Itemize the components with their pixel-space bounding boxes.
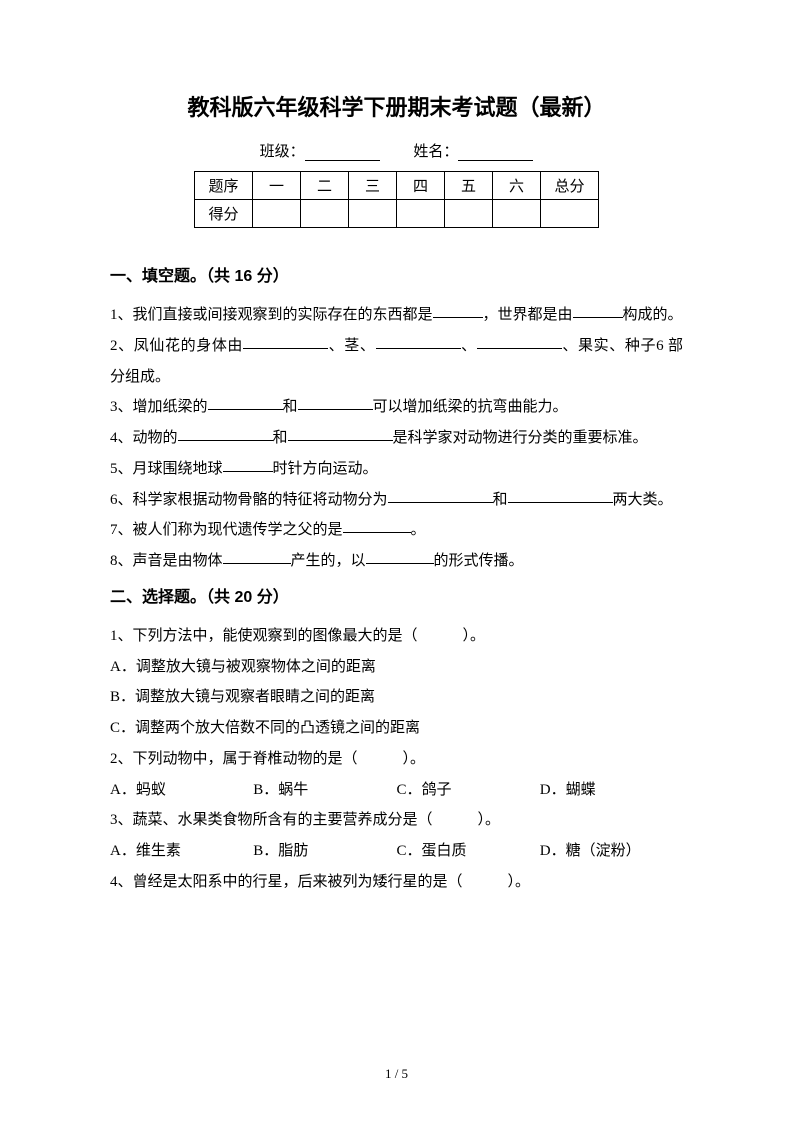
q-text: 6、科学家根据动物骨骼的特征将动物分为 — [110, 492, 388, 508]
q-text: 两大 — [613, 492, 643, 508]
q-text: 是科学家对动物进行分类的重要 — [393, 430, 603, 446]
fill-q2: 2、凤仙花的身体由、茎、、、果实、种子6 部分组成。 — [110, 331, 683, 393]
option-b: B．脂肪 — [253, 836, 396, 867]
q-text: 构成的。 — [623, 307, 683, 323]
section-2-heading: 二、选择题。（共 20 分） — [110, 583, 683, 607]
score-header-cell: 二 — [301, 172, 349, 200]
score-header-cell: 六 — [493, 172, 541, 200]
fill-blank[interactable] — [573, 303, 623, 318]
fill-blank[interactable] — [288, 426, 393, 441]
fill-q1: 1、我们直接或间接观察到的实际存在的东西都是 ，世界都是由 构成的。 — [110, 300, 683, 331]
q-text: 时针方向运动。 — [273, 461, 378, 477]
fill-q7: 7、被人们称为现代遗传学之父的是 。 — [110, 515, 683, 546]
score-header-cell: 三 — [349, 172, 397, 200]
q-text: 7、被人们称为现代遗传学之父的是 — [110, 522, 343, 538]
q-text: 类。 — [643, 492, 673, 508]
fill-blank[interactable] — [223, 457, 273, 472]
score-cell[interactable] — [301, 200, 349, 228]
name-blank[interactable] — [458, 145, 533, 161]
fill-q3: 3、增加纸梁的 和 可以增加纸梁的抗弯曲能力。 — [110, 392, 683, 423]
fill-q4: 4、动物的 和 是科学家对动物进行分类的重要标准。 — [110, 423, 683, 454]
option-c: C．鸽子 — [397, 775, 540, 806]
q-text: 和 — [283, 399, 298, 415]
fill-blank[interactable] — [508, 488, 613, 503]
fill-blank[interactable] — [376, 334, 461, 349]
page-title: 教科版六年级科学下册期末考试题（最新） — [110, 90, 683, 122]
choice-q3-options: A．维生素 B．脂肪 C．蛋白质 D．糖（淀粉） — [110, 836, 683, 867]
q-text: 标准。 — [603, 430, 648, 446]
option-a: A．维生素 — [110, 836, 253, 867]
q-text: 、果实、种子 — [562, 338, 656, 354]
class-blank[interactable] — [305, 145, 380, 161]
table-row: 得分 — [195, 200, 599, 228]
class-label: 班级： — [260, 144, 305, 160]
fill-blank[interactable] — [366, 549, 434, 564]
score-header-cell: 五 — [445, 172, 493, 200]
q-text: 和 — [273, 430, 288, 446]
fill-blank[interactable] — [477, 334, 562, 349]
q-text: 3、增加纸梁的 — [110, 399, 208, 415]
fill-blank[interactable] — [298, 395, 373, 410]
q-text: 1、我们直接或间接观察到的实际存在的东西都是 — [110, 307, 433, 323]
q-text: 4、动物的 — [110, 430, 178, 446]
option-c: C．蛋白质 — [397, 836, 540, 867]
fill-q5: 5、月球围绕地球 时针方向运动。 — [110, 454, 683, 485]
q-text: 。 — [411, 522, 426, 538]
score-header-cell: 题序 — [195, 172, 253, 200]
q-text: 2、凤仙花的身体由 — [110, 338, 243, 354]
score-cell[interactable] — [397, 200, 445, 228]
option-a: A．蚂蚁 — [110, 775, 253, 806]
score-header-cell: 一 — [253, 172, 301, 200]
score-cell[interactable] — [349, 200, 397, 228]
fill-q8: 8、声音是由物体 产生的，以 的形式传播。 — [110, 546, 683, 577]
score-header-cell: 总分 — [541, 172, 599, 200]
fill-blank[interactable] — [388, 488, 493, 503]
q-text: 8、声音是由物体 — [110, 553, 223, 569]
q-text: 可以增加纸梁的抗弯曲能力。 — [373, 399, 568, 415]
q-text: ，世界都是由 — [483, 307, 573, 323]
choice-q4: 4、曾经是太阳系中的行星，后来被列为矮行星的是（ ）。 — [110, 867, 683, 898]
q-text: 产生的，以 — [291, 553, 366, 569]
score-header-cell: 四 — [397, 172, 445, 200]
student-info-row: 班级： 姓名： — [110, 140, 683, 161]
score-cell[interactable] — [445, 200, 493, 228]
fill-blank[interactable] — [243, 334, 328, 349]
name-label: 姓名： — [413, 144, 458, 160]
score-row-label: 得分 — [195, 200, 253, 228]
q-text: 和 — [493, 492, 508, 508]
option-d: D．糖（淀粉） — [540, 836, 683, 867]
option-c: C．调整两个放大倍数不同的凸透镜之间的距离 — [110, 713, 683, 744]
q-text: 、茎、 — [328, 338, 375, 354]
choice-q2: 2、下列动物中，属于脊椎动物的是（ ）。 — [110, 744, 683, 775]
fill-blank[interactable] — [178, 426, 273, 441]
score-cell[interactable] — [493, 200, 541, 228]
option-a: A．调整放大镜与被观察物体之间的距离 — [110, 652, 683, 683]
choice-q2-options: A．蚂蚁 B．蜗牛 C．鸽子 D．蝴蝶 — [110, 775, 683, 806]
table-row: 题序 一 二 三 四 五 六 总分 — [195, 172, 599, 200]
option-d: D．蝴蝶 — [540, 775, 683, 806]
choice-q3: 3、蔬菜、水果类食物所含有的主要营养成分是（ ）。 — [110, 805, 683, 836]
choice-q1-options: A．调整放大镜与被观察物体之间的距离 B．调整放大镜与观察者眼睛之间的距离 C．… — [110, 652, 683, 744]
fill-q6: 6、科学家根据动物骨骼的特征将动物分为 和 两大类。 — [110, 485, 683, 516]
choice-q1: 1、下列方法中，能使观察到的图像最大的是（ ）。 — [110, 621, 683, 652]
fill-blank[interactable] — [223, 549, 291, 564]
score-cell[interactable] — [541, 200, 599, 228]
fill-blank[interactable] — [343, 518, 411, 533]
q-text: 的形式传播。 — [434, 553, 524, 569]
q-text: 5、月球围绕地球 — [110, 461, 223, 477]
fill-blank[interactable] — [208, 395, 283, 410]
score-cell[interactable] — [253, 200, 301, 228]
score-table: 题序 一 二 三 四 五 六 总分 得分 — [194, 171, 599, 228]
option-b: B．蜗牛 — [253, 775, 396, 806]
fill-blank[interactable] — [433, 303, 483, 318]
option-b: B．调整放大镜与观察者眼睛之间的距离 — [110, 682, 683, 713]
page-number: 1 / 5 — [0, 1066, 793, 1082]
q-text: 、 — [461, 338, 477, 354]
section-1-heading: 一、填空题。（共 16 分） — [110, 262, 683, 286]
